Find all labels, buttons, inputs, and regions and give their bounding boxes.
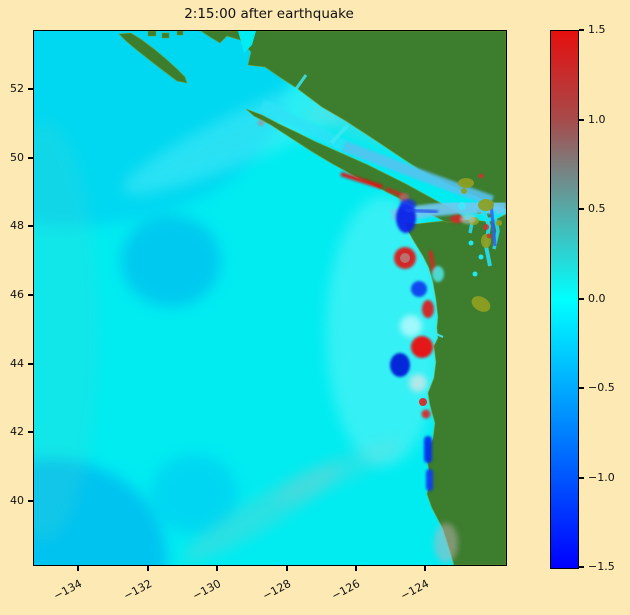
y-tick-label: 42 bbox=[10, 425, 24, 438]
y-tickmark bbox=[28, 294, 33, 296]
map-axes bbox=[33, 30, 507, 566]
uplift-speck-puget bbox=[483, 224, 489, 230]
uplift-blob-or bbox=[411, 336, 433, 358]
y-tickmark bbox=[28, 225, 33, 227]
x-tickmark bbox=[424, 566, 426, 571]
y-tickmark bbox=[28, 431, 33, 433]
x-tick-label: −128 bbox=[260, 577, 294, 603]
colorbar-tickmark bbox=[579, 477, 584, 479]
uplift-blob bbox=[422, 300, 434, 318]
colorbar-label: 0.5 bbox=[588, 202, 606, 215]
columbia-river-mouth bbox=[433, 331, 444, 339]
x-tick-label: −134 bbox=[51, 577, 85, 603]
colorbar-label: 0.0 bbox=[588, 292, 606, 305]
islet bbox=[176, 31, 184, 36]
tsunami-map bbox=[34, 31, 506, 565]
uplift-streak-vancouver-island bbox=[340, 171, 383, 190]
x-tick-label: −132 bbox=[121, 577, 155, 603]
subsidence-blob bbox=[400, 199, 416, 211]
puget-blue-streak bbox=[489, 202, 497, 247]
y-tick-label: 52 bbox=[10, 82, 24, 95]
x-tick-label: −126 bbox=[329, 577, 363, 603]
y-tickmark bbox=[28, 500, 33, 502]
plot-title: 2:15:00 after earthquake bbox=[184, 6, 354, 22]
islet bbox=[147, 31, 157, 37]
victoria-water bbox=[458, 202, 466, 210]
y-tick-label: 40 bbox=[10, 494, 24, 507]
y-tick-label: 44 bbox=[10, 357, 24, 370]
colorbar-label: −1.5 bbox=[588, 560, 615, 573]
gray-water-patch bbox=[460, 214, 476, 224]
pale-crest-blob bbox=[400, 315, 422, 337]
fjord-inlet bbox=[329, 123, 350, 145]
y-tick-label: 50 bbox=[10, 151, 24, 164]
colorbar-tickmark bbox=[579, 387, 584, 389]
gray-pink-coastal-tint bbox=[434, 523, 458, 563]
subsidence-blob-or bbox=[390, 353, 410, 377]
bright-cyan-patch bbox=[432, 266, 444, 282]
colorbar-label: −1.0 bbox=[588, 471, 615, 484]
lowland-patches bbox=[458, 178, 502, 312]
island-chain-nw bbox=[118, 32, 188, 84]
colorbar bbox=[550, 30, 579, 569]
puget-pocket bbox=[468, 240, 474, 246]
colorbar-tickmark bbox=[579, 119, 584, 121]
subsidence-blob-wa bbox=[411, 281, 427, 297]
x-tickmark bbox=[286, 566, 288, 571]
uplift-dot bbox=[419, 398, 427, 406]
uplift-speck-puget bbox=[486, 233, 492, 239]
x-tick-label: −130 bbox=[190, 577, 224, 603]
colorbar-tickmark bbox=[579, 29, 584, 31]
subsidence-streak-south-or bbox=[426, 469, 433, 491]
strait-georgia-nw bbox=[259, 99, 347, 152]
y-tickmark bbox=[28, 88, 33, 90]
pale-gray-blob bbox=[409, 374, 427, 392]
x-tickmark bbox=[77, 566, 79, 571]
colorbar-tickmark bbox=[579, 566, 584, 568]
coastal-inlet bbox=[238, 31, 256, 53]
blue-line-strait-north bbox=[405, 208, 439, 214]
uplift-blob-core bbox=[400, 253, 410, 263]
uplift-dot bbox=[421, 409, 431, 419]
x-tick-label: −124 bbox=[398, 577, 432, 603]
fjord-inlet bbox=[294, 74, 308, 90]
colorbar-tickmark bbox=[579, 208, 584, 210]
y-tick-label: 46 bbox=[10, 288, 24, 301]
y-tickmark bbox=[28, 363, 33, 365]
colorbar-label: −0.5 bbox=[588, 381, 615, 394]
colorbar-label: 1.5 bbox=[588, 23, 606, 36]
strait-georgia-se bbox=[342, 140, 494, 207]
land-masses bbox=[118, 31, 506, 565]
x-tickmark bbox=[216, 566, 218, 571]
colorbar-label: 1.0 bbox=[588, 113, 606, 126]
uplift-spot-strait bbox=[450, 215, 464, 223]
subsidence-streak-south-or bbox=[424, 436, 432, 463]
y-tickmark bbox=[28, 157, 33, 159]
puget-pocket bbox=[472, 271, 478, 277]
gray-red-dot-sound bbox=[258, 120, 264, 126]
y-tick-label: 48 bbox=[10, 219, 24, 232]
islet bbox=[161, 32, 170, 39]
x-tickmark bbox=[147, 566, 149, 571]
colorbar-tickmark bbox=[579, 298, 584, 300]
x-tickmark bbox=[355, 566, 357, 571]
deformation-field bbox=[258, 120, 492, 563]
uplift-speck bbox=[478, 173, 484, 179]
puget-pocket bbox=[478, 254, 484, 260]
